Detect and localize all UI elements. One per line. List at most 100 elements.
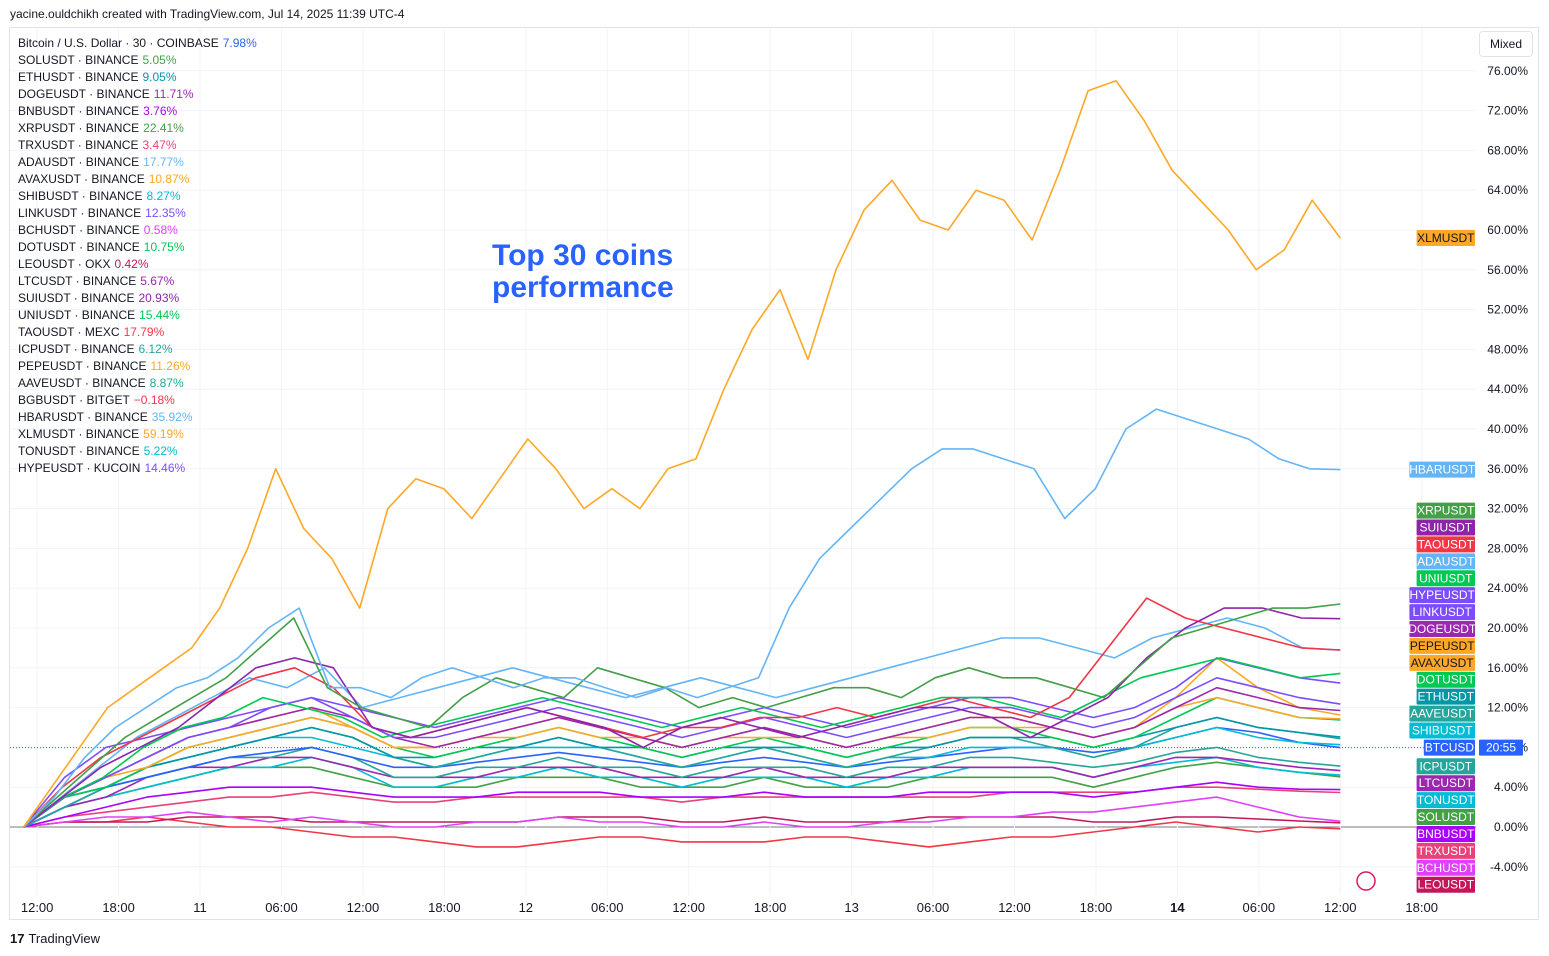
- axis-series-label-bg: [1416, 825, 1475, 842]
- series-line-uniusdt[interactable]: [23, 657, 1341, 828]
- legend-item[interactable]: BGBUSDT · BITGET −0.18%: [18, 392, 257, 409]
- legend-item[interactable]: TONUSDT · BINANCE 5.22%: [18, 443, 257, 460]
- series-line-icpusdt[interactable]: [23, 746, 1341, 828]
- series-line-xrpusdt[interactable]: [23, 603, 1341, 828]
- series-line-hbarusdt[interactable]: [23, 408, 1341, 828]
- y-tick-label: 36.00%: [1487, 462, 1528, 476]
- legend-item-value: 8.87%: [149, 376, 184, 390]
- y-tick-label: 24.00%: [1487, 581, 1528, 595]
- axis-series-label-bg: [1409, 604, 1475, 621]
- y-tick-label: 64.00%: [1487, 183, 1528, 197]
- legend-item[interactable]: BCHUSDT · BINANCE 0.58%: [18, 222, 257, 239]
- axis-series-label-bg: [1416, 502, 1475, 519]
- legend-item[interactable]: LEOUSDT · OKX 0.42%: [18, 256, 257, 273]
- legend-item-value: 8.27%: [146, 189, 181, 203]
- legend-item-value: 11.71%: [153, 87, 194, 101]
- axis-series-label-bg: [1416, 842, 1475, 859]
- x-tick-label: 12:00: [672, 900, 705, 915]
- legend-item[interactable]: SUIUSDT · BINANCE 20.93%: [18, 290, 257, 307]
- legend-item-value: 35.92%: [151, 410, 193, 424]
- legend-item-name: PEPEUSDT · BINANCE: [18, 359, 147, 373]
- legend-item[interactable]: HYPEUSDT · KUCOIN 14.46%: [18, 460, 257, 477]
- x-tick-label: 12:00: [21, 900, 54, 915]
- legend-item[interactable]: UNIUSDT · BINANCE 15.44%: [18, 307, 257, 324]
- x-tick-label: 13: [844, 900, 858, 915]
- legend-item-name: LINKUSDT · BINANCE: [18, 206, 142, 220]
- x-tick-label: 18:00: [102, 900, 135, 915]
- y-tick-label: 68.00%: [1487, 143, 1528, 157]
- legend-item[interactable]: LTCUSDT · BINANCE 5.67%: [18, 273, 257, 290]
- legend-item[interactable]: HBARUSDT · BINANCE 35.92%: [18, 409, 257, 426]
- series-line-trxusdt[interactable]: [23, 786, 1341, 828]
- legend-item-name: Bitcoin / U.S. Dollar · 30 · COINBASE: [18, 36, 219, 50]
- axis-series-label-bg: [1409, 705, 1475, 722]
- legend-item[interactable]: BNBUSDT · BINANCE 3.76%: [18, 103, 257, 120]
- axis-series-label-bg: [1416, 809, 1475, 826]
- legend-item[interactable]: ADAUSDT · BINANCE 17.77%: [18, 154, 257, 171]
- legend-item-name: TRXUSDT · BINANCE: [18, 138, 139, 152]
- legend-item[interactable]: DOTUSDT · BINANCE 10.75%: [18, 239, 257, 256]
- y-tick-label: 60.00%: [1487, 223, 1528, 237]
- legend-item-name: AVAXUSDT · BINANCE: [18, 172, 145, 186]
- x-tick-label: 18:00: [1405, 900, 1438, 915]
- series-line-dotusdt[interactable]: [23, 696, 1341, 828]
- axis-series-label-bg: [1409, 461, 1475, 478]
- legend-item[interactable]: ICPUSDT · BINANCE 6.12%: [18, 341, 257, 358]
- legend-item-name: SHIBUSDT · BINANCE: [18, 189, 143, 203]
- tradingview-logo-icon: 17: [10, 931, 25, 946]
- series-line-suiusdt[interactable]: [23, 607, 1341, 828]
- legend-item[interactable]: LINKUSDT · BINANCE 12.35%: [18, 205, 257, 222]
- y-tick-label: 40.00%: [1487, 422, 1528, 436]
- legend-item-value: 3.47%: [142, 138, 177, 152]
- axis-series-label: TRXUSDT: [1417, 844, 1474, 858]
- legend-item[interactable]: PEPEUSDT · BINANCE 11.26%: [18, 358, 257, 375]
- legend-item[interactable]: DOGEUSDT · BINANCE 11.71%: [18, 86, 257, 103]
- legend-item[interactable]: TRXUSDT · BINANCE 3.47%: [18, 137, 257, 154]
- y-tick-label: 4.00%: [1494, 780, 1528, 794]
- x-tick-label: 12:00: [998, 900, 1031, 915]
- legend-item-value: 7.98%: [222, 36, 257, 50]
- x-tick-label: 12:00: [347, 900, 380, 915]
- series-line-adausdt[interactable]: [23, 617, 1341, 828]
- legend-item-name: UNIUSDT · BINANCE: [18, 308, 136, 322]
- scale-mode-button[interactable]: Mixed: [1479, 31, 1533, 57]
- legend-item[interactable]: XRPUSDT · BINANCE 22.41%: [18, 120, 257, 137]
- series-line-dogeusdt[interactable]: [23, 686, 1341, 828]
- axis-series-label: DOTUSDT: [1417, 673, 1476, 687]
- axis-series-label: BTCUSD: [1425, 741, 1475, 755]
- series-line-avaxusdt[interactable]: [23, 696, 1341, 828]
- axis-series-label: AAVEUSDT: [1410, 707, 1474, 721]
- legend-item[interactable]: AVAXUSDT · BINANCE 10.87%: [18, 171, 257, 188]
- axis-series-label-bg: [1416, 570, 1475, 587]
- series-line-leousdt[interactable]: [23, 816, 1341, 828]
- x-tick-label: 12: [519, 900, 533, 915]
- legend-item[interactable]: AAVEUSDT · BINANCE 8.87%: [18, 375, 257, 392]
- legend-item-value: 3.76%: [143, 104, 178, 118]
- axis-series-label-bg: [1416, 775, 1475, 792]
- y-tick-label: 28.00%: [1487, 541, 1528, 555]
- sparkle-icon[interactable]: [1356, 871, 1376, 891]
- legend-item[interactable]: SHIBUSDT · BINANCE 8.27%: [18, 188, 257, 205]
- series-line-taousdt[interactable]: [23, 597, 1341, 828]
- series-line-bnbusdt[interactable]: [23, 781, 1341, 828]
- legend-item-name: SOLUSDT · BINANCE: [18, 53, 139, 67]
- legend-item-name: SUIUSDT · BINANCE: [18, 291, 135, 305]
- legend-item[interactable]: XLMUSDT · BINANCE 59.19%: [18, 426, 257, 443]
- legend-item-value: 5.05%: [142, 53, 177, 67]
- legend-item[interactable]: ETHUSDT · BINANCE 9.05%: [18, 69, 257, 86]
- x-tick-label: 06:00: [1243, 900, 1276, 915]
- series-line-bgbusdt[interactable]: [23, 816, 1341, 848]
- legend-item-value: 10.87%: [148, 172, 190, 186]
- legend-item[interactable]: SOLUSDT · BINANCE 5.05%: [18, 52, 257, 69]
- axis-series-label-bg: [1409, 637, 1475, 654]
- series-line-linkusdt[interactable]: [23, 676, 1341, 828]
- y-tick-label: 76.00%: [1487, 64, 1528, 78]
- series-line-bchusdt[interactable]: [23, 796, 1341, 828]
- x-tick-label: 18:00: [428, 900, 461, 915]
- y-tick-label: 16.00%: [1487, 661, 1528, 675]
- legend-item[interactable]: Bitcoin / U.S. Dollar · 30 · COINBASE 7.9…: [18, 35, 257, 52]
- series-line-xlmusdt[interactable]: [22, 80, 1341, 828]
- axis-series-label-bg: [1416, 671, 1475, 688]
- legend-item[interactable]: TAOUSDT · MEXC 17.79%: [18, 324, 257, 341]
